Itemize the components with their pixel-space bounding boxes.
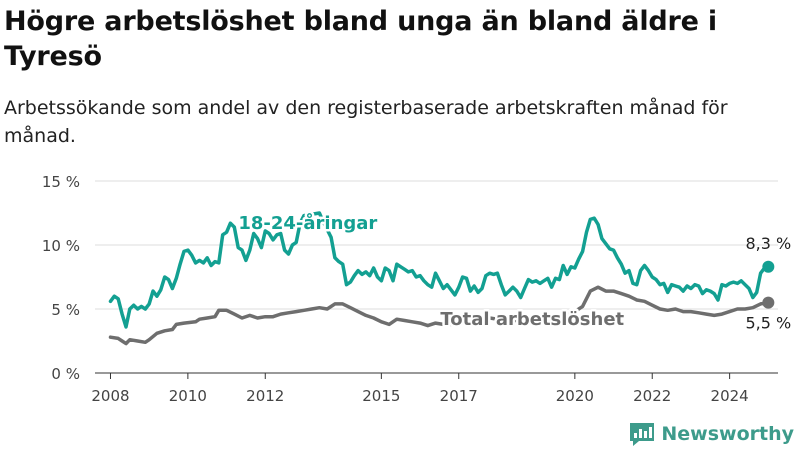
series-end-label: 5,5 % bbox=[745, 314, 791, 333]
x-tick-label: 2022 bbox=[633, 387, 671, 405]
chart-title: Högre arbetslöshet bland unga än bland ä… bbox=[4, 6, 717, 72]
brand-name: Newsworthy bbox=[661, 423, 794, 445]
y-tick-label: 15 % bbox=[42, 173, 80, 191]
series-line bbox=[108, 211, 771, 329]
series-end-label: 8,3 % bbox=[745, 234, 791, 253]
y-tick-label: 5 % bbox=[51, 301, 80, 319]
series-end-marker bbox=[762, 260, 775, 273]
chart-subtitle: Arbetssökande som andel av den registerb… bbox=[4, 97, 728, 147]
x-tick-label: 2012 bbox=[246, 387, 284, 405]
bar-chart-logo-icon bbox=[630, 423, 655, 446]
series-end-marker bbox=[762, 296, 775, 309]
series-name-label: 18-24-åringar bbox=[238, 212, 377, 234]
x-tick-label: 2017 bbox=[440, 387, 478, 405]
brand-logo: Newsworthy bbox=[629, 420, 794, 448]
x-tick-label: 2015 bbox=[362, 387, 400, 405]
x-tick-label: 2020 bbox=[556, 387, 594, 405]
x-tick-label: 2024 bbox=[711, 387, 749, 405]
x-tick-label: 2010 bbox=[169, 387, 207, 405]
x-tick-label: 2008 bbox=[91, 387, 129, 405]
y-tick-label: 10 % bbox=[42, 237, 80, 255]
y-tick-label: 0 % bbox=[51, 365, 80, 383]
series-line bbox=[108, 285, 771, 346]
series-name-label: Total arbetslöshet bbox=[440, 309, 624, 330]
